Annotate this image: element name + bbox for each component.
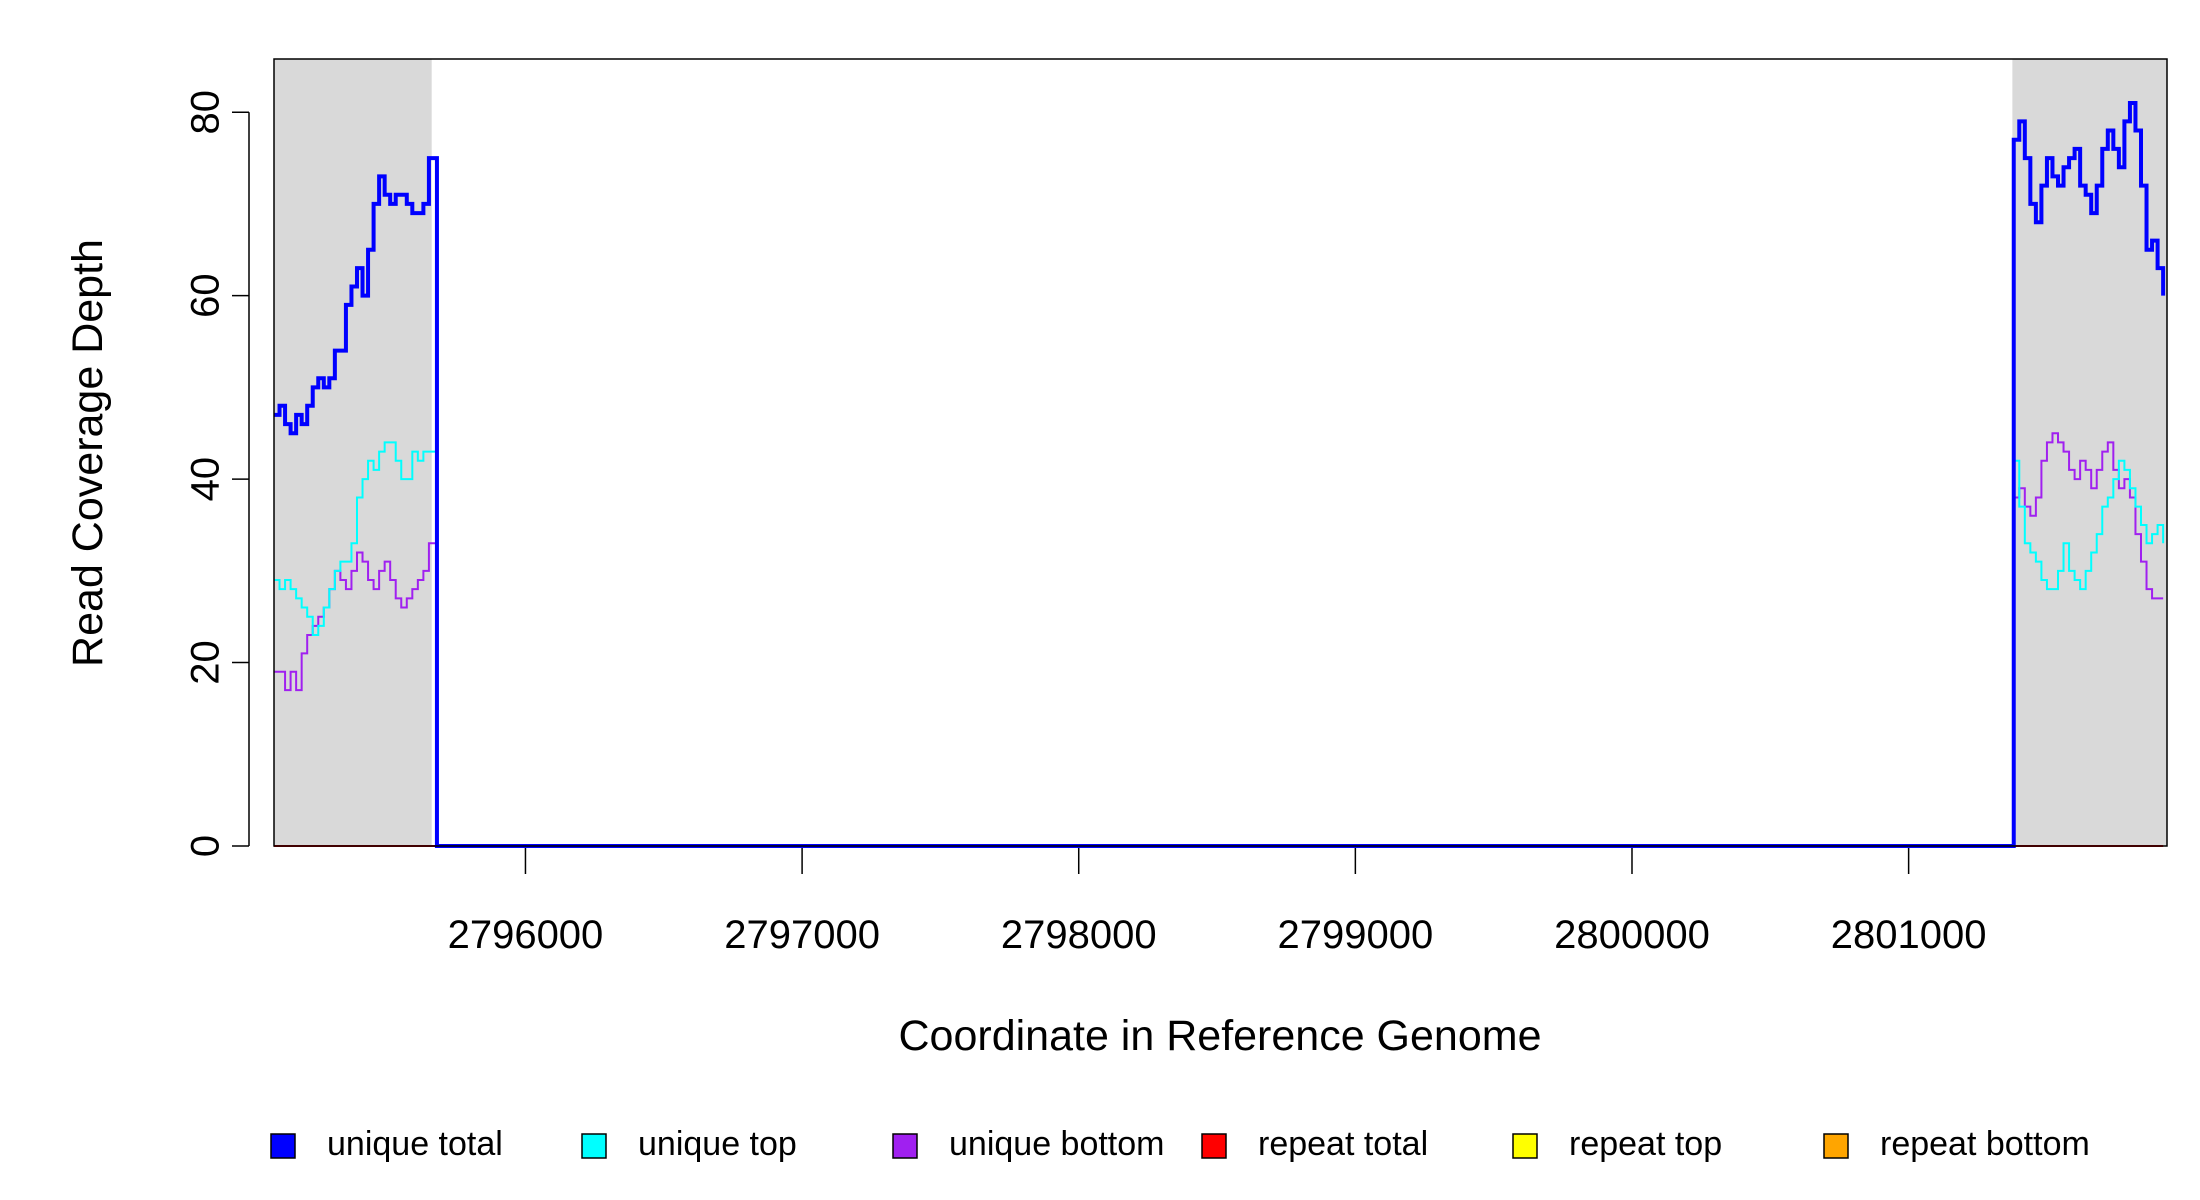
series-line <box>274 432 2164 847</box>
x-tick-label: 2801000 <box>1831 913 1987 957</box>
legend-swatch <box>1512 1133 1538 1159</box>
x-tick-label: 2800000 <box>1554 913 1710 957</box>
legend-swatch <box>892 1133 918 1159</box>
x-tick-label: 2799000 <box>1277 913 1433 957</box>
y-tick-label: 80 <box>184 90 228 135</box>
y-tick-label: 20 <box>184 640 228 685</box>
x-axis-title: Coordinate in Reference Genome <box>899 1012 1542 1060</box>
legend-swatch <box>270 1133 296 1159</box>
legend-swatch <box>1823 1133 1849 1159</box>
shaded-region <box>2012 59 2167 846</box>
legend-label: repeat total <box>1258 1125 1428 1163</box>
y-tick-label: 40 <box>184 457 228 502</box>
plot-frame <box>273 58 2168 847</box>
legend-label: unique top <box>638 1125 797 1163</box>
legend-swatch <box>581 1133 607 1159</box>
legend-label: unique total <box>327 1125 503 1163</box>
legend-label: repeat bottom <box>1880 1125 2090 1163</box>
y-axis-title: Read Coverage Depth <box>64 239 112 667</box>
legend-label: repeat top <box>1569 1125 1722 1163</box>
legend-swatch <box>1201 1133 1227 1159</box>
legend-label: unique bottom <box>949 1125 1165 1163</box>
x-tick-label: 2797000 <box>724 913 880 957</box>
x-tick-label: 2796000 <box>448 913 604 957</box>
y-tick-label: 60 <box>184 273 228 318</box>
shaded-region <box>274 59 432 846</box>
y-tick-label: 0 <box>184 835 228 857</box>
x-tick-label: 2798000 <box>1001 913 1157 957</box>
series-line <box>274 441 2165 847</box>
series-line <box>274 101 2166 848</box>
